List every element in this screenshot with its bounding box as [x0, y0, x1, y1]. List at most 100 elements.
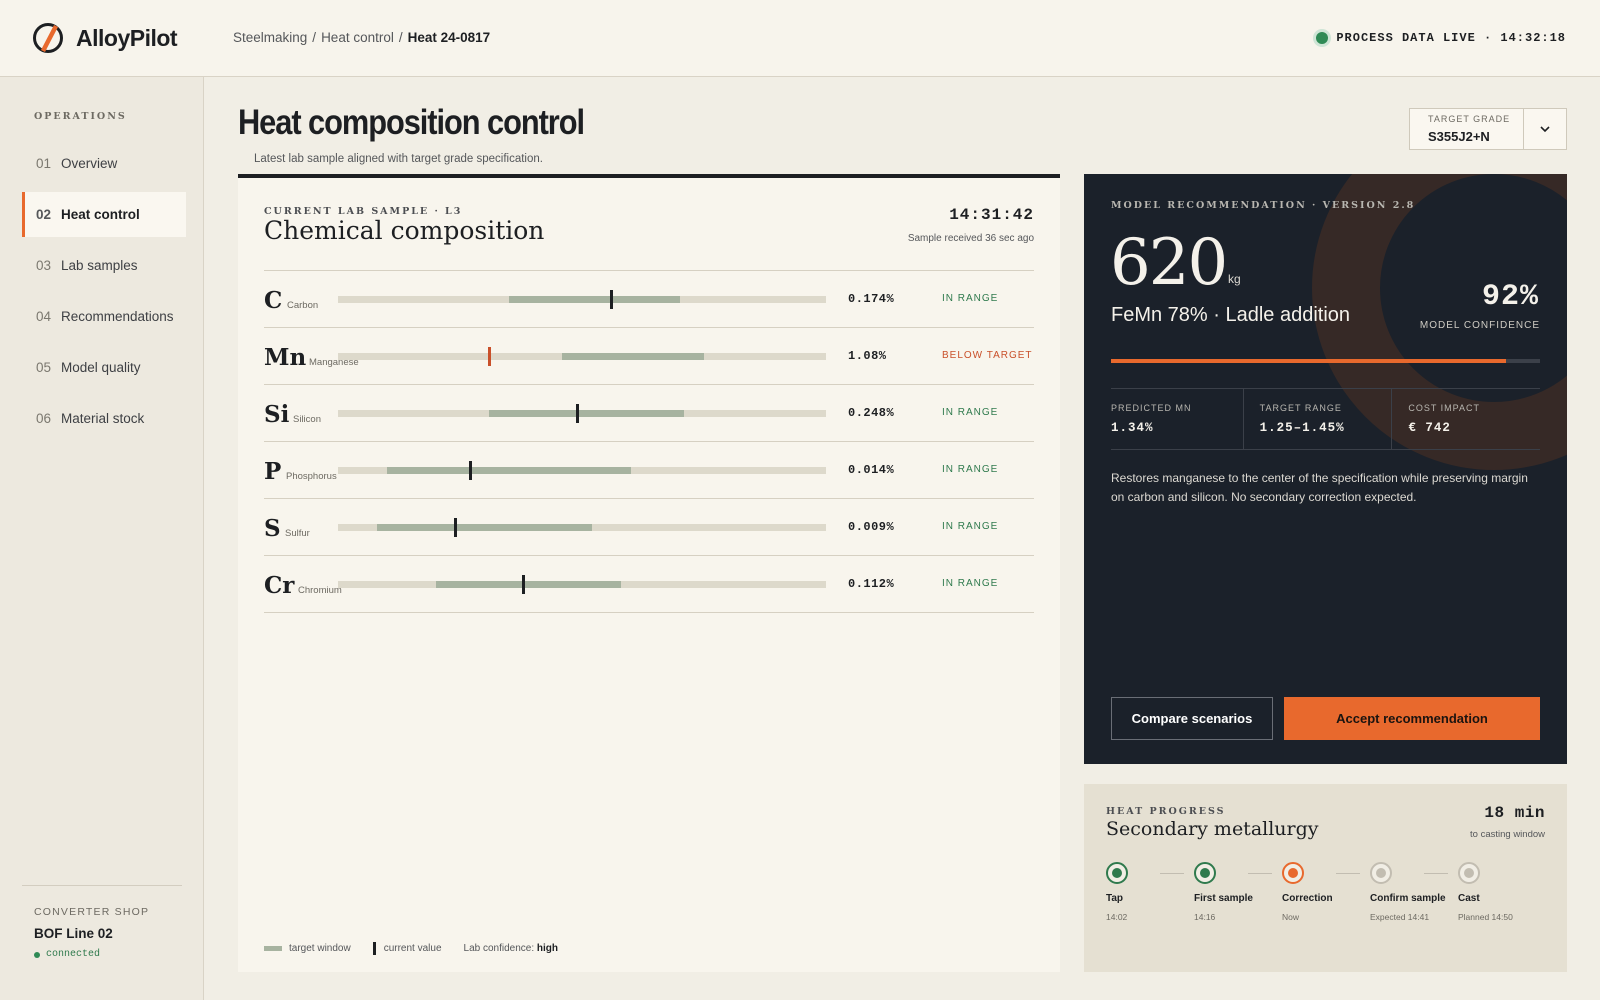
element-name: Carbon [287, 300, 319, 311]
recommendation-eyebrow: MODEL RECOMMENDATION · VERSION 2.8 [1111, 200, 1416, 211]
element-value: 1.08% [848, 349, 887, 363]
element-symbol: Cr [264, 572, 295, 599]
element-name: Chromium [298, 585, 342, 596]
stat-label: TARGET RANGE [1259, 403, 1342, 413]
stat-cost-impact: COST IMPACT € 742 [1391, 389, 1540, 449]
element-symbol: Mn [264, 344, 307, 371]
recommended-material: FeMn 78% · Ladle addition [1111, 304, 1351, 326]
step-label: Cast [1458, 893, 1480, 904]
sidebar-item-heat-control[interactable]: 02 Heat control [22, 192, 186, 237]
composition-legend: target window current value Lab confiden… [264, 942, 558, 955]
element-value: 0.014% [848, 463, 895, 477]
composition-row-silicon[interactable]: Si Silicon 0.248% IN RANGE [264, 385, 1034, 442]
element-status: IN RANGE [942, 578, 999, 589]
nav-label: Heat control [61, 207, 140, 222]
sidebar-item-model-quality[interactable]: 05 Model quality [22, 345, 186, 390]
composition-row-chromium[interactable]: Cr Chromium 0.112% IN RANGE [264, 556, 1034, 613]
nav-number: 02 [36, 207, 52, 222]
range-track [338, 404, 826, 423]
top-bar: AlloyPilot Steelmaking / Heat control / … [0, 0, 1600, 77]
composition-row-sulfur[interactable]: S Sulfur 0.009% IN RANGE [264, 499, 1034, 556]
recommendation-stats: PREDICTED MN 1.34% TARGET RANGE 1.25–1.4… [1111, 388, 1540, 450]
accept-recommendation-button[interactable]: Accept recommendation [1284, 697, 1540, 740]
target-grade-select[interactable]: TARGET GRADE S355J2+N [1409, 108, 1567, 150]
legend-target-window: target window [289, 943, 351, 954]
step-label: First sample [1194, 893, 1253, 904]
current-value-marker [576, 404, 580, 423]
live-status: PROCESS DATA LIVE · 14:32:18 [1316, 31, 1566, 45]
progress-steps: Tap 14:02 First sample 14:16 Correction Now Co… [1106, 862, 1546, 952]
element-status: BELOW TARGET [942, 350, 1033, 361]
step-status-icon [1194, 862, 1216, 884]
composition-row-carbon[interactable]: C Carbon 0.174% IN RANGE [264, 271, 1034, 328]
breadcrumb-steelmaking[interactable]: Steelmaking [233, 30, 308, 45]
step-label: Confirm sample [1370, 893, 1446, 904]
stat-predicted-mn: PREDICTED MN 1.34% [1111, 389, 1243, 449]
target-window [377, 524, 592, 531]
nav-number: 03 [36, 258, 52, 273]
minutes-to-cast: 18 min [1484, 804, 1545, 822]
progress-step-cast[interactable]: Cast Planned 14:50 [1458, 862, 1548, 922]
step-time: Now [1282, 912, 1300, 922]
target-window [508, 296, 680, 303]
element-name: Silicon [293, 414, 321, 425]
step-status-icon [1458, 862, 1480, 884]
element-symbol: Si [264, 401, 290, 428]
current-value-swatch [372, 942, 376, 955]
lab-confidence-value: high [536, 943, 559, 954]
element-value: 0.009% [848, 520, 895, 534]
sidebar-item-material-stock[interactable]: 06 Material stock [22, 396, 186, 441]
recommended-unit: kg [1228, 272, 1241, 286]
element-symbol: C [264, 287, 283, 314]
model-confidence-value: 92% [1481, 280, 1539, 314]
step-label: Correction [1282, 893, 1333, 904]
compare-scenarios-button[interactable]: Compare scenarios [1111, 697, 1273, 740]
confidence-bar [1111, 359, 1540, 363]
breadcrumb-separator: / [398, 30, 403, 45]
element-symbol: S [264, 515, 281, 542]
minutes-to-cast-label: to casting window [1470, 829, 1545, 840]
sidebar-nav: 01 Overview 02 Heat control 03 Lab samples … [22, 141, 186, 447]
step-connector [1248, 873, 1272, 874]
recommendation-description: Restores manganese to the center of the … [1111, 471, 1528, 504]
progress-eyebrow: HEAT PROGRESS [1106, 806, 1226, 817]
current-value-marker [488, 347, 492, 366]
element-status: IN RANGE [942, 407, 999, 418]
step-status-icon [1370, 862, 1392, 884]
model-confidence-label: MODEL CONFIDENCE [1419, 320, 1540, 331]
live-indicator-icon [1316, 32, 1329, 44]
current-value-marker [454, 518, 458, 537]
sidebar-item-lab-samples[interactable]: 03 Lab samples [22, 243, 186, 288]
breadcrumb-heat-control[interactable]: Heat control [321, 30, 394, 45]
nav-label: Recommendations [61, 309, 174, 324]
element-status: IN RANGE [942, 521, 999, 532]
line-name: BOF Line 02 [34, 926, 113, 941]
recommended-amount: 620 [1110, 226, 1228, 300]
nav-number: 04 [36, 309, 52, 324]
sidebar-item-overview[interactable]: 01 Overview [22, 141, 186, 186]
alloypilot-logo-icon [32, 22, 64, 54]
target-window [435, 581, 622, 588]
stat-label: COST IMPACT [1408, 403, 1481, 413]
app-name: AlloyPilot [76, 24, 178, 51]
composition-row-manganese[interactable]: Mn Manganese 1.08% BELOW TARGET [264, 328, 1034, 385]
lab-confidence: Lab confidence: high [464, 943, 559, 954]
composition-title: Chemical composition [264, 216, 545, 245]
sidebar-item-recommendations[interactable]: 04 Recommendations [22, 294, 186, 339]
composition-table: C Carbon 0.174% IN RANGE Mn Manganese 1.08% BEL… [264, 270, 1034, 613]
progress-step-correction[interactable]: Correction Now [1282, 862, 1372, 922]
app-logo[interactable]: AlloyPilot [32, 22, 178, 54]
progress-step-confirm-sample[interactable]: Confirm sample Expected 14:41 [1370, 862, 1460, 922]
element-name: Phosphorus [286, 471, 337, 482]
element-name: Sulfur [285, 528, 310, 539]
element-value: 0.112% [848, 577, 895, 591]
sample-time: 14:31:42 [949, 206, 1034, 224]
chevron-down-icon[interactable] [1523, 109, 1566, 149]
progress-step-first-sample[interactable]: First sample 14:16 [1194, 862, 1284, 922]
nav-label: Material stock [61, 411, 145, 426]
progress-step-tap[interactable]: Tap 14:02 [1106, 862, 1196, 922]
composition-row-phosphorus[interactable]: P Phosphorus 0.014% IN RANGE [264, 442, 1034, 499]
converter-shop-label: CONVERTER SHOP [34, 906, 150, 918]
target-window [489, 410, 685, 417]
heat-progress-card: HEAT PROGRESS Secondary metallurgy 18 mi… [1084, 784, 1567, 972]
